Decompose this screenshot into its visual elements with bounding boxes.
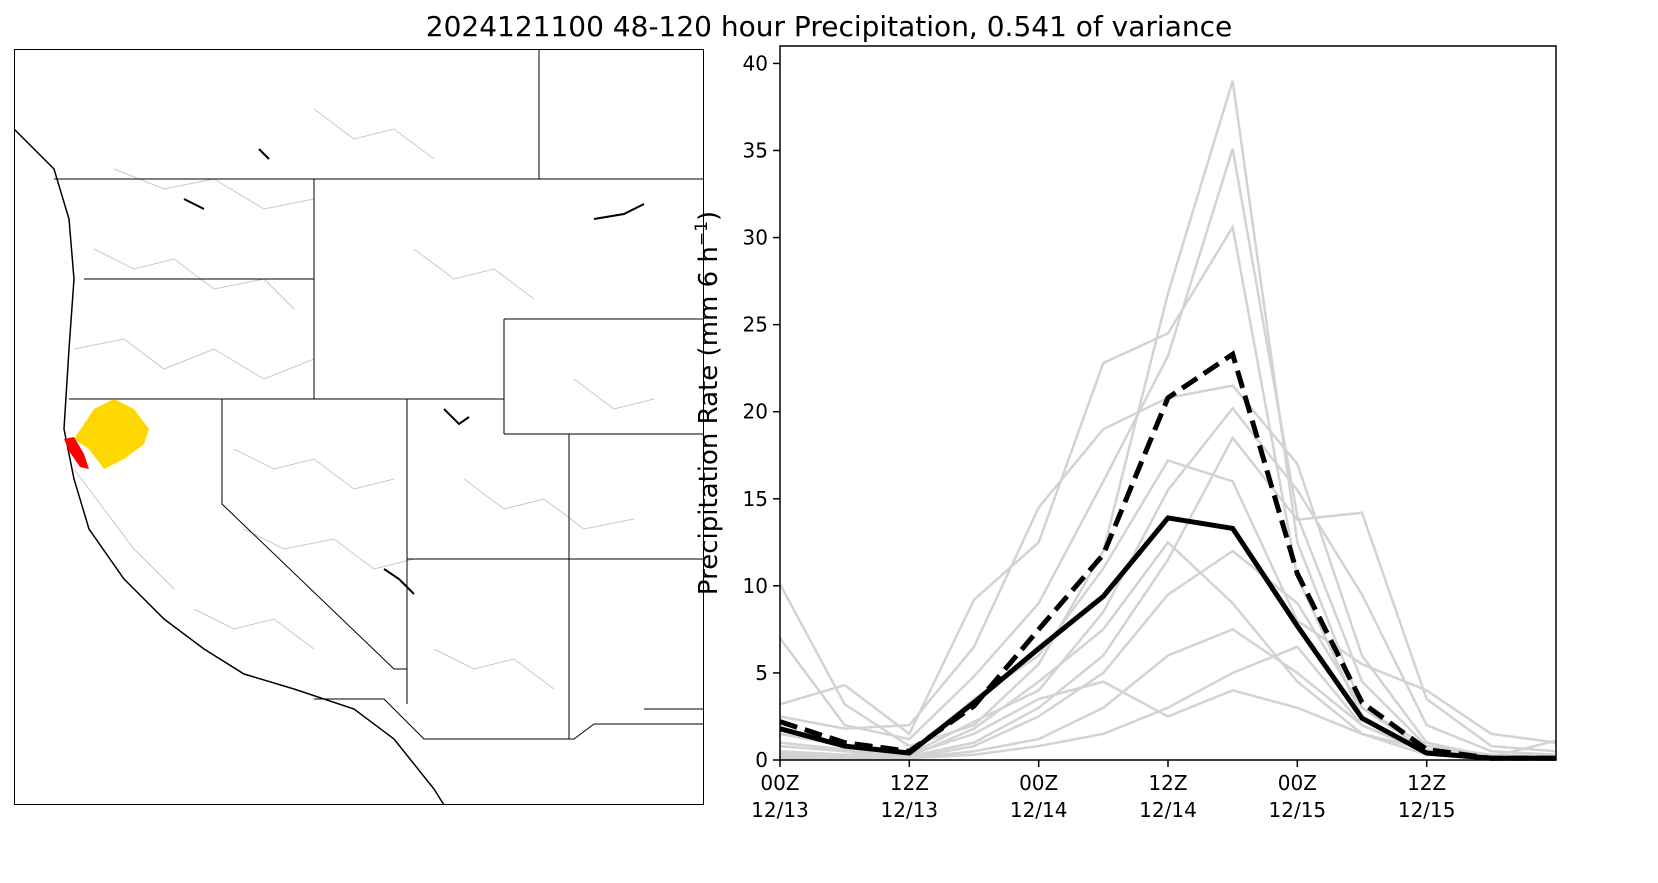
y-axis-label: Precipitation Rate (mm 6 h−1) [692, 211, 724, 595]
dashed-series-line [779, 350, 1556, 761]
y-tick-label: 10 [743, 574, 768, 598]
watershed-highlight [64, 437, 89, 469]
x-tick-label-date: 12/14 [1139, 798, 1197, 822]
x-tick-label-time: 00Z [1278, 771, 1317, 795]
y-axis: 0 5 10 15 20 25 30 35 40 [743, 51, 780, 772]
lakes [183, 148, 645, 595]
member-line-10 [780, 645, 1556, 760]
x-tick-label-time: 00Z [760, 771, 799, 795]
x-tick-label-time: 12Z [890, 771, 929, 795]
member-line-6 [779, 458, 1557, 757]
chart-title: 2024121100 48-120 hour Precipitation, 0.… [425, 10, 1233, 43]
watershed-region [74, 399, 149, 469]
region-map [13, 49, 704, 806]
y-tick-label: 25 [743, 313, 768, 337]
y-tick-label: 20 [743, 400, 768, 424]
state-boundaries [54, 49, 703, 740]
y-tick-label: 30 [743, 226, 768, 250]
y-tick-label: 0 [755, 748, 768, 772]
y-tick-label: 5 [755, 661, 768, 685]
x-tick-label-date: 12/14 [1010, 798, 1068, 822]
member-line-3 [779, 384, 1557, 760]
map-svg [13, 49, 704, 806]
x-tick-label-date: 12/15 [1269, 798, 1327, 822]
y-axis-label-sup: −1 [692, 221, 712, 246]
summary-series [779, 350, 1556, 761]
ensemble-members [778, 80, 1557, 760]
y-tick-label: 15 [743, 487, 768, 511]
y-tick-label: 35 [743, 138, 768, 162]
x-tick-label-date: 12/13 [751, 798, 809, 822]
x-tick-label-time: 12Z [1407, 771, 1446, 795]
x-tick-label-time: 00Z [1019, 771, 1058, 795]
x-axis: 00Z 12/13 12Z 12/13 00Z 12/14 12Z 12/14 00Z 12/15… [751, 760, 1455, 822]
y-tick-label: 40 [743, 51, 768, 75]
y-axis-label-main: Precipitation Rate (mm 6 h [694, 246, 724, 595]
x-tick-label-date: 12/15 [1398, 798, 1456, 822]
x-tick-label-time: 12Z [1148, 771, 1187, 795]
solid-series-line [779, 515, 1556, 761]
coastline [13, 128, 445, 806]
x-tick-label-date: 12/13 [881, 798, 939, 822]
y-axis-label-close: ) [694, 211, 724, 221]
member-line-1 [778, 148, 1557, 760]
